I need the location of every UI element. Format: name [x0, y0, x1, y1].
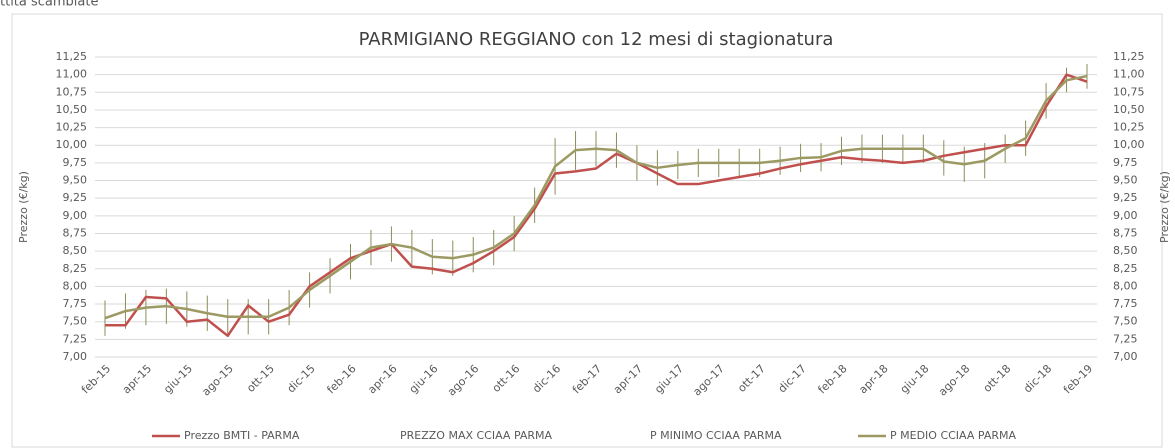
y2-tick-label: 10,75 [1113, 85, 1145, 98]
legend-label: P MEDIO CCIAA PARMA [890, 429, 1016, 442]
y2-tick-label: 11,25 [1113, 50, 1145, 63]
y-tick-label: 7,75 [63, 297, 88, 310]
y2-tick-label: 8,25 [1113, 262, 1138, 275]
y-tick-label: 8,25 [63, 262, 88, 275]
y2-tick-label: 7,25 [1113, 332, 1138, 345]
y2-tick-label: 7,75 [1113, 297, 1138, 310]
chart-frame [11, 13, 1163, 448]
y-tick-label: 9,50 [63, 174, 88, 187]
y-tick-label: 10,75 [56, 85, 88, 98]
y-tick-label: 8,00 [63, 279, 88, 292]
y-tick-label: 9,75 [63, 156, 88, 169]
y-tick-label: 11,00 [56, 68, 88, 81]
y-tick-label: 10,00 [56, 138, 88, 151]
y2-tick-label: 11,00 [1113, 68, 1145, 81]
legend-label: PREZZO MAX CCIAA PARMA [400, 429, 553, 442]
y2-tick-label: 7,50 [1113, 315, 1138, 328]
line-series [104, 74, 1088, 320]
y-tick-label: 7,00 [63, 350, 88, 363]
y-tick-label: 9,00 [63, 209, 88, 222]
y2-tick-label: 8,50 [1113, 244, 1138, 257]
y-tick-label: 9,25 [63, 191, 88, 204]
y2-tick-label: 9,00 [1113, 209, 1138, 222]
y-axis-label: Prezzo (€/kg) [17, 171, 30, 243]
y-tick-label: 7,25 [63, 332, 88, 345]
y2-tick-label: 10,00 [1113, 138, 1145, 151]
y2-tick-label: 8,00 [1113, 279, 1138, 292]
y-tick-label: 11,25 [56, 50, 88, 63]
y2-tick-label: 10,50 [1113, 103, 1145, 116]
y-tick-label: 10,25 [56, 121, 88, 134]
line-series [105, 73, 1088, 338]
y-tick-label: 8,75 [63, 226, 88, 239]
chart-title: PARMIGIANO REGGIANO con 12 mesi di stagi… [359, 29, 834, 50]
y2-tick-label: 10,25 [1113, 121, 1145, 134]
y-tick-label: 8,50 [63, 244, 88, 257]
y-tick-label: 10,50 [56, 103, 88, 116]
y-tick-label: 7,50 [63, 315, 88, 328]
legend-label: P MINIMO CCIAA PARMA [650, 429, 782, 442]
header-text: ttità scambiate [0, 0, 98, 10]
legend-label: Prezzo BMTI - PARMA [184, 429, 300, 442]
y2-tick-label: 9,50 [1113, 174, 1138, 187]
y2-tick-label: 9,75 [1113, 156, 1138, 169]
y2-tick-label: 8,75 [1113, 226, 1138, 239]
y2-tick-label: 7,00 [1113, 350, 1138, 363]
y2-tick-label: 9,25 [1113, 191, 1138, 204]
y2-axis-label: Prezzo (€/kg) [1158, 171, 1171, 243]
